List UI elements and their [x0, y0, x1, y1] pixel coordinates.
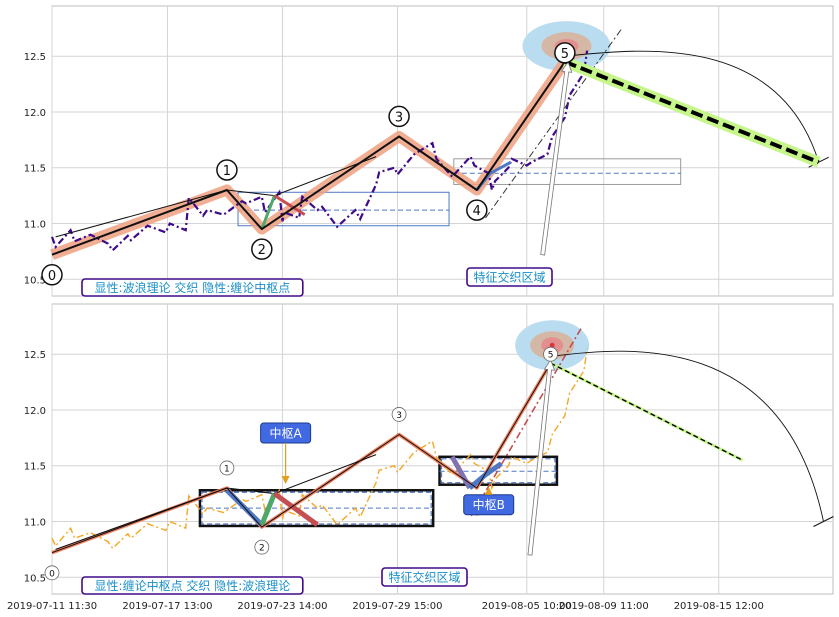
- y-tick-label: 11.5: [24, 164, 46, 175]
- badge-left-text: 显性:缠论中枢点 交织 隐性:波浪理论: [95, 578, 291, 593]
- chan-segment: [260, 195, 276, 230]
- wave-line: [51, 61, 566, 256]
- y-tick-label: 12.5: [24, 350, 46, 361]
- pivot-callout-label: 中枢A: [270, 426, 303, 441]
- plot-frame: [51, 5, 834, 297]
- wave-line: [51, 362, 552, 554]
- wave-label-2: 2: [258, 243, 266, 258]
- y-tick-label: 10.5: [24, 275, 46, 286]
- pivot-box: [438, 455, 559, 486]
- chan-segment: [484, 461, 503, 477]
- hotspot-center: [549, 342, 555, 348]
- badge-right-text: 特征交织区域: [388, 570, 460, 585]
- wave-label-0: 0: [48, 269, 56, 284]
- wave-label-circle: [466, 199, 488, 221]
- wave-label-circle: [554, 42, 576, 64]
- annotation-arrow: [527, 358, 556, 556]
- forecast-line: [550, 362, 743, 461]
- wave-label-4: 4: [473, 204, 481, 219]
- x-tick-label: 2019-08-09 11:00: [559, 601, 649, 612]
- pivot-callout-arrowhead: [281, 476, 290, 485]
- y-tick-label: 12.0: [24, 108, 46, 119]
- chan-segment: [450, 455, 472, 490]
- wave-label-circle: [216, 159, 238, 181]
- connector-line: [55, 454, 377, 550]
- chan-segment: [489, 160, 512, 175]
- badge-right-text: 特征交织区域: [473, 270, 545, 285]
- chan-segment: [273, 491, 319, 527]
- wave-label-circle: [251, 238, 273, 260]
- pivot-callout-arrowhead: [484, 486, 493, 495]
- x-tick-label: 2019-07-17 13:00: [122, 601, 212, 612]
- wave-label-0: 0: [49, 569, 55, 579]
- wave-label-circle: [388, 105, 410, 128]
- extension-line: [470, 325, 584, 517]
- wave-label-1: 1: [223, 164, 231, 179]
- badge-left: [81, 576, 304, 595]
- wave-label-2: 2: [259, 544, 265, 554]
- chart-panel-bottom: 10.5 11.0 11.5 12.0 12.5 2019-07-11 11:30 2019…: [7, 303, 834, 612]
- chan-segment: [259, 492, 277, 526]
- plot-frame: [51, 303, 834, 595]
- badge-right: [381, 567, 468, 587]
- connector-line: [55, 156, 377, 238]
- wave-label-circle: [44, 565, 60, 581]
- y-tick-label: 12.0: [24, 406, 46, 417]
- chan-segment: [273, 194, 306, 216]
- extension-line: [485, 28, 623, 219]
- y-tick-label: 10.5: [24, 573, 46, 584]
- y-tick-label: 11.0: [24, 220, 46, 231]
- wave-label-1: 1: [224, 464, 230, 474]
- wave-label-circle: [391, 407, 407, 422]
- wave-label-circle: [41, 264, 63, 286]
- x-tick-label: 2019-08-15 12:00: [674, 601, 764, 612]
- wave-label-3: 3: [395, 110, 403, 125]
- chart-panel-top: 10.5 11.0 11.5 12.0 12.5 0 1 2 3 4 5 显性:波浪理论 交织 隐性:…: [24, 5, 834, 297]
- y-tick-label: 11.5: [24, 462, 46, 473]
- pivot-box-inner: [440, 458, 556, 484]
- forecast-arc: [564, 50, 820, 163]
- annotation-arrow: [540, 60, 573, 256]
- x-tick-label: 2019-07-29 15:00: [352, 601, 442, 612]
- wave-label-circle: [543, 346, 558, 362]
- wave-label-5: 5: [548, 351, 554, 361]
- badge-right: [466, 267, 553, 287]
- forecast-arc: [550, 350, 824, 522]
- y-tick-label: 11.0: [24, 518, 46, 529]
- pivot-callout-label: 中枢B: [473, 497, 505, 512]
- badge-left: [81, 278, 304, 297]
- badge-left-text: 显性:波浪理论 交织 隐性:缠论中枢点: [95, 280, 291, 295]
- x-tick-label: 2019-07-11 11:30: [7, 601, 97, 612]
- wave-label-5: 5: [561, 47, 569, 62]
- wave-label-3: 3: [396, 411, 402, 421]
- forecast-arc-cap: [813, 516, 834, 527]
- wave-label-circle: [219, 460, 235, 476]
- price-series-line: [51, 348, 588, 550]
- wave-label-circle: [254, 539, 270, 555]
- x-tick-label: 2019-07-23 14:00: [237, 601, 327, 612]
- y-tick-label: 12.5: [24, 52, 46, 63]
- x-tick-label: 2019-08-05 10:00: [482, 601, 572, 612]
- forecast-line: [564, 59, 820, 165]
